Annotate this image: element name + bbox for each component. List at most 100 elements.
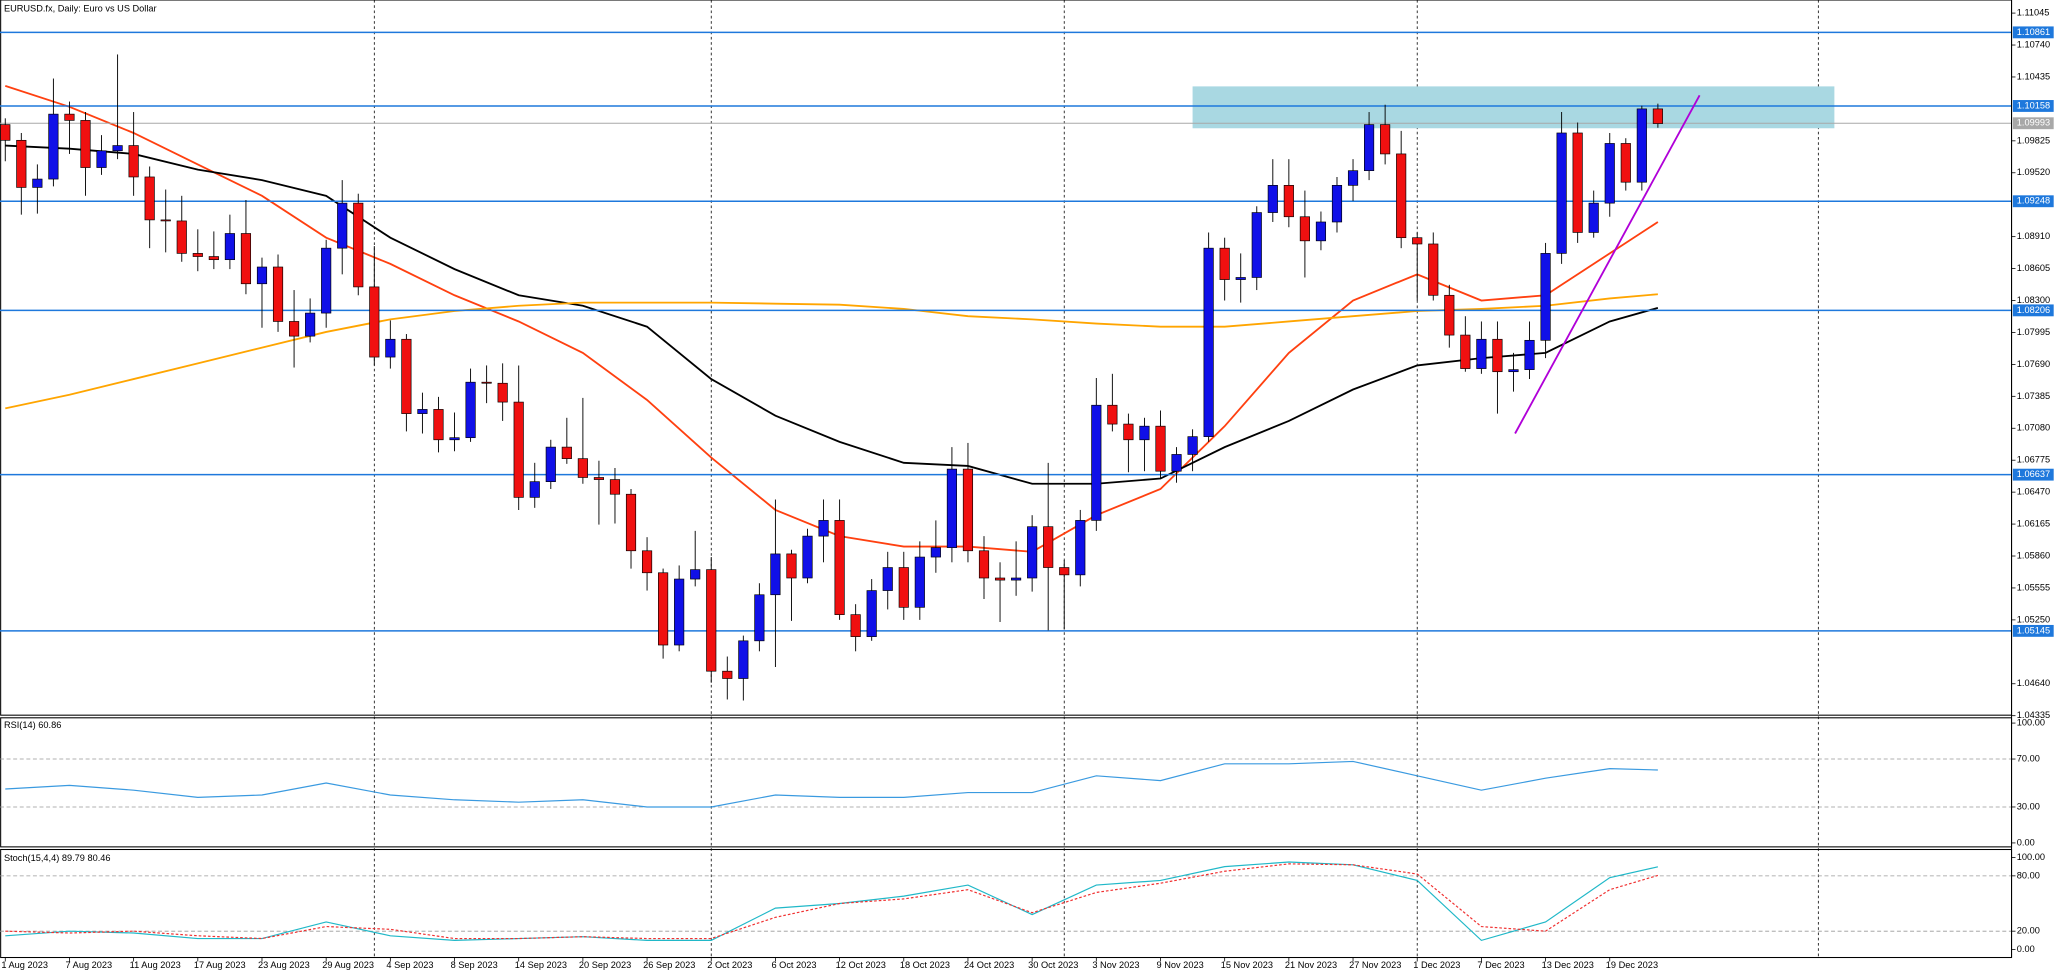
y-tick-label: 0.00	[2017, 837, 2035, 847]
x-tick-label: 29 Aug 2023	[322, 960, 374, 970]
candle-body	[256, 266, 268, 285]
candle-body	[641, 550, 653, 574]
candle-body	[770, 553, 781, 596]
y-tick-label: 1.10740	[2017, 39, 2050, 49]
x-tick-label: 4 Sep 2023	[386, 960, 433, 970]
y-tick-label: 1.06470	[2017, 487, 2050, 497]
candle-body	[882, 567, 893, 591]
panel-title: Stoch(15,4,4) 89.79 80.46	[4, 853, 111, 863]
y-tick-label: 1.08300	[2017, 295, 2050, 305]
candle-body	[593, 477, 604, 480]
candle-body	[1380, 124, 1391, 155]
candle-body	[1139, 425, 1150, 441]
panel-title: RSI(14) 60.86	[4, 720, 61, 730]
x-tick-label: 20 Sep 2023	[579, 960, 631, 970]
candle-body	[465, 381, 476, 439]
candle-body	[208, 256, 219, 261]
candle-body	[240, 233, 252, 285]
candle-body	[738, 640, 749, 679]
candle-body	[674, 578, 685, 646]
candle-body	[1283, 185, 1294, 218]
candle-body	[1235, 277, 1246, 280]
candle-body	[1524, 339, 1535, 370]
x-tick-label: 15 Nov 2023	[1221, 960, 1273, 970]
candle-body	[449, 437, 460, 441]
candle-body	[64, 113, 75, 121]
candle-body	[1155, 425, 1166, 472]
candle-body	[192, 253, 203, 257]
y-tick-label: 1.07995	[2017, 327, 2050, 337]
x-tick-label: 19 Dec 2023	[1606, 960, 1658, 970]
candle-body	[866, 590, 877, 637]
candle-body	[850, 614, 861, 637]
y-tick-label: 1.07080	[2017, 423, 2050, 433]
x-tick-label: 14 Sep 2023	[515, 960, 567, 970]
y-tick-label: 1.07385	[2017, 391, 2050, 401]
y-tick-label: 0.00	[2017, 944, 2035, 954]
y-tick-label: 1.06165	[2017, 519, 2050, 529]
candle-body	[305, 312, 316, 337]
candle-body	[80, 120, 91, 168]
candle-body	[658, 572, 669, 646]
y-tick-label: 1.06775	[2017, 455, 2050, 465]
trendline	[1514, 94, 1701, 434]
candle-body	[1299, 216, 1310, 242]
level-tag	[2012, 26, 2054, 39]
y-tick-label: 1.08605	[2017, 263, 2050, 273]
x-tick-label: 26 Sep 2023	[643, 960, 695, 970]
candle-body	[1444, 294, 1455, 336]
candle-body	[1428, 243, 1439, 296]
indicator-line	[5, 863, 1659, 940]
candle-body	[353, 202, 364, 288]
candle-body	[722, 670, 733, 679]
candle-body	[48, 113, 59, 180]
candle-body	[289, 321, 300, 337]
x-tick-label: 18 Oct 2023	[900, 960, 950, 970]
candle-body	[609, 479, 621, 495]
y-tick-label: 1.07690	[2017, 359, 2050, 369]
x-tick-label: 11 Aug 2023	[130, 960, 181, 970]
level-tag	[2012, 468, 2054, 481]
x-tick-label: 3 Nov 2023	[1092, 960, 1139, 970]
candle-body	[625, 493, 637, 552]
panel-title: EURUSD.fx, Daily: Euro vs US Dollar	[4, 4, 157, 14]
candle-body	[1364, 124, 1375, 172]
candle-body	[930, 547, 941, 558]
supply-zone	[1192, 86, 1835, 129]
candle-body	[529, 481, 540, 498]
candle-body	[978, 550, 990, 579]
y-tick-label: 1.04640	[2017, 678, 2050, 688]
candle-body	[160, 219, 171, 222]
moving-average	[5, 293, 1658, 410]
candle-body	[1476, 338, 1487, 369]
level-tag	[2012, 195, 2054, 208]
x-tick-label: 17 Aug 2023	[194, 960, 246, 970]
candle-body	[1219, 247, 1230, 280]
y-tick-label: 20.00	[2017, 926, 2040, 936]
indicator-line	[5, 760, 1658, 808]
y-tick-label: 1.11045	[2017, 8, 2050, 18]
candle-body	[337, 202, 348, 249]
candle-body	[176, 220, 187, 254]
y-tick-label: 1.08910	[2017, 231, 2050, 241]
candle-body	[1251, 212, 1262, 278]
candle-body	[1652, 108, 1663, 124]
x-tick-label: 13 Dec 2023	[1542, 960, 1594, 970]
candle-body	[144, 176, 155, 221]
candle-body	[1123, 423, 1134, 441]
candle-body	[497, 382, 508, 403]
candle-body	[417, 409, 428, 414]
x-tick-label: 30 Oct 2023	[1028, 960, 1078, 970]
y-tick-label: 100.00	[2017, 718, 2045, 728]
candle-body	[224, 233, 235, 261]
level-tag	[2012, 304, 2054, 317]
candle-body	[690, 569, 701, 580]
candle-body	[577, 458, 588, 478]
candle-body	[1347, 170, 1359, 186]
candle-body	[96, 150, 107, 168]
candle-body	[1059, 567, 1070, 576]
level-tag	[2012, 624, 2054, 637]
candle-body	[898, 567, 909, 608]
